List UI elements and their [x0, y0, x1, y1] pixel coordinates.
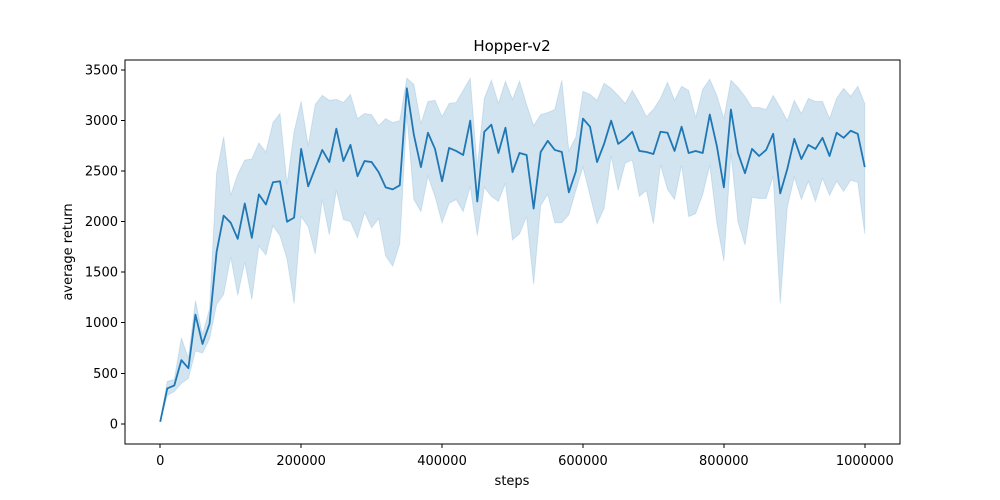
y-tick-label: 0	[110, 417, 118, 432]
y-tick-label: 3500	[85, 64, 118, 79]
y-tick-label: 1500	[85, 266, 118, 281]
y-tick-label: 1000	[85, 316, 118, 331]
x-tick-label: 200000	[276, 454, 326, 469]
x-axis-ticks: 0 200000 400000 600000 800000 1000000	[156, 444, 894, 469]
plot-area	[159, 76, 866, 422]
x-tick-label: 400000	[417, 454, 467, 469]
y-tick-label: 2500	[85, 165, 118, 180]
mean-return-line	[159, 87, 866, 422]
confidence-band	[159, 76, 866, 422]
x-tick-label: 800000	[699, 454, 749, 469]
y-tick-label: 500	[93, 367, 118, 382]
axes-frame	[124, 59, 901, 445]
x-axis-label: steps	[495, 474, 530, 489]
chart-title: Hopper-v2	[473, 37, 550, 55]
x-tick-label: 600000	[558, 454, 608, 469]
x-tick-label: 0	[156, 454, 164, 469]
y-axis-label: average return	[61, 203, 76, 300]
y-axis-ticks: 0 500 1000 1500 2000 2500 3000 3500	[85, 64, 125, 432]
y-tick-label: 2000	[85, 215, 118, 230]
x-tick-label: 1000000	[836, 454, 894, 469]
y-tick-label: 3000	[85, 114, 118, 129]
